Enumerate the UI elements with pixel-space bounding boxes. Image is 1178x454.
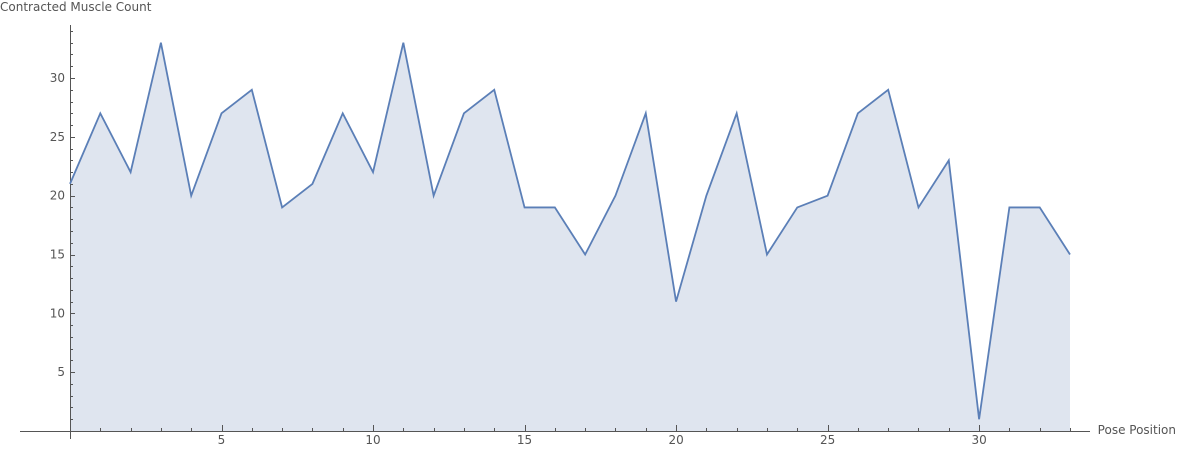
y-tick-label: 30	[50, 71, 65, 85]
area-fill-series-0	[70, 42, 1070, 431]
x-axis-label: Pose Position	[1098, 423, 1176, 437]
x-tick-label: 30	[971, 433, 986, 447]
label-layer: Contracted Muscle Count Pose Position	[0, 0, 1176, 437]
x-tick-label: 25	[820, 433, 835, 447]
y-axis-label: Contracted Muscle Count	[0, 0, 152, 14]
x-tick-label: 20	[668, 433, 683, 447]
y-tick-label: 10	[50, 306, 65, 320]
line-layer	[69, 42, 1071, 420]
area-layer	[70, 42, 1070, 431]
x-tick-label: 10	[365, 433, 380, 447]
y-tick-label: 5	[57, 365, 65, 379]
x-tick-label: 15	[517, 433, 532, 447]
y-tick-label: 20	[50, 189, 65, 203]
x-tick-label: 5	[218, 433, 226, 447]
series-line-0	[69, 42, 1071, 420]
axes-layer: 5 10 15 20 25 30 5 10 15 20 25 30	[20, 25, 1090, 447]
y-tick-label: 25	[50, 130, 65, 144]
y-tick-label: 15	[50, 248, 65, 262]
